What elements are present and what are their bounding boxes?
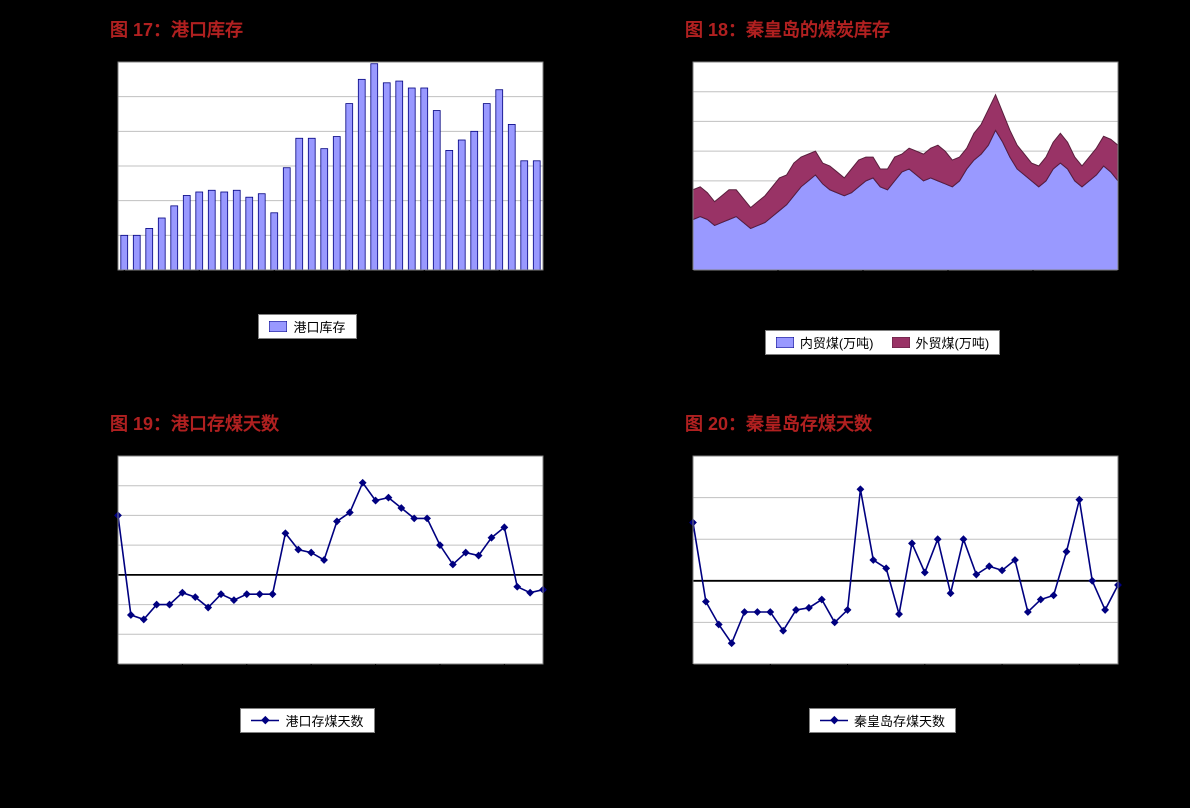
svg-text:1100: 1100 xyxy=(83,158,111,173)
legend-swatch-icon xyxy=(269,321,287,332)
svg-text:11: 11 xyxy=(97,567,111,582)
chart-grid: 图 17：港口库存 500700900110013001500170020040… xyxy=(0,0,1190,808)
svg-text:200601: 200601 xyxy=(980,670,1023,685)
legend-c17: 港口库存 xyxy=(258,314,356,339)
svg-text:7: 7 xyxy=(1114,289,1121,304)
legend-item: 港口库存 xyxy=(269,317,345,336)
svg-text:200507: 200507 xyxy=(903,670,946,685)
svg-text:200407: 200407 xyxy=(748,670,791,685)
svg-text:700: 700 xyxy=(89,227,111,242)
legend-label: 港口库存 xyxy=(293,317,345,336)
chart-outer-c20: 5 7 9 11 13 15 200401 200407 200501 200507 200601 2… xyxy=(605,444,1160,788)
svg-text:400: 400 xyxy=(664,143,686,158)
svg-text:2006-5-: 2006-5- xyxy=(1010,274,1055,289)
legend-swatch-icon xyxy=(892,337,910,348)
legend-c18: 内贸煤(万吨) 外贸煤(万吨) xyxy=(765,330,1000,355)
svg-text:900: 900 xyxy=(89,193,111,208)
svg-text:100: 100 xyxy=(664,232,686,247)
svg-text:200501: 200501 xyxy=(825,670,868,685)
legend-line-marker-icon xyxy=(251,715,279,726)
svg-text:200607: 200607 xyxy=(482,670,525,685)
svg-text:200501: 200501 xyxy=(252,276,295,291)
svg-text:200411: 200411 xyxy=(225,670,267,685)
svg-text:200607: 200607 xyxy=(477,276,520,291)
svg-text:200601: 200601 xyxy=(402,276,445,291)
svg-text:9: 9 xyxy=(678,573,685,588)
chart-title-c20: 图 20：秦皇岛存煤天数 xyxy=(605,404,1160,444)
panel-c18: 图 18：秦皇岛的煤炭库存 01002003004005006007002004… xyxy=(605,10,1160,394)
svg-text:13: 13 xyxy=(96,537,110,552)
svg-text:200504: 200504 xyxy=(289,670,332,685)
svg-text:200401: 200401 xyxy=(671,670,714,685)
legend-label: 秦皇岛存煤天数 xyxy=(854,711,945,730)
svg-text:17: 17 xyxy=(96,478,110,493)
svg-text:500: 500 xyxy=(664,113,686,128)
chart-title-c19: 图 19：港口存煤天数 xyxy=(30,404,585,444)
svg-text:28: 28 xyxy=(855,289,869,304)
svg-text:200401: 200401 xyxy=(102,276,145,291)
bar-chart-c17: 500 700 900 1100 1300 1500 1700 200401 200407 200… xyxy=(63,50,553,310)
svg-text:200401: 200401 xyxy=(96,670,139,685)
svg-text:200607: 200607 xyxy=(1057,670,1100,685)
svg-text:200: 200 xyxy=(664,203,686,218)
chart-title-c17: 图 17：港口库存 xyxy=(30,10,585,50)
legend-item: 外贸煤(万吨) xyxy=(892,333,990,352)
svg-text:600: 600 xyxy=(664,84,686,99)
svg-text:15: 15 xyxy=(96,507,110,522)
svg-text:2004-1-5: 2004-1-5 xyxy=(666,274,718,289)
svg-text:200602: 200602 xyxy=(418,670,461,685)
legend-swatch-icon xyxy=(776,337,794,348)
legend-label: 内贸煤(万吨) xyxy=(800,333,874,352)
svg-text:29: 29 xyxy=(770,289,784,304)
chart-outer-c18: 01002003004005006007002004-1-52004-9-292… xyxy=(605,50,1160,394)
legend-item: 港口存煤天数 xyxy=(251,711,363,730)
legend-item: 内贸煤(万吨) xyxy=(776,333,874,352)
svg-text:200507: 200507 xyxy=(327,276,370,291)
svg-text:2004-9-: 2004-9- xyxy=(755,274,800,289)
svg-text:2006-10-: 2006-10- xyxy=(1091,274,1127,289)
svg-text:7: 7 xyxy=(678,614,685,629)
svg-text:5: 5 xyxy=(103,656,110,671)
svg-text:700: 700 xyxy=(664,54,686,69)
svg-text:200407: 200407 xyxy=(177,276,220,291)
svg-text:1700: 1700 xyxy=(82,54,111,69)
chart-outer-c19: 5 7 9 11 13 15 17 19 200401 200406 200411 200504 200… xyxy=(30,444,585,788)
legend-label: 外贸煤(万吨) xyxy=(916,333,990,352)
legend-line-marker-icon xyxy=(820,715,848,726)
svg-text:2005-6-: 2005-6- xyxy=(840,274,885,289)
svg-text:9: 9 xyxy=(103,597,110,612)
svg-text:19: 19 xyxy=(96,448,110,463)
chart-outer-c17: 500 700 900 1100 1300 1500 1700 200401 200407 200… xyxy=(30,50,585,394)
svg-text:15: 15 xyxy=(671,448,685,463)
panel-c20: 图 20：秦皇岛存煤天数 5 7 9 11 13 15 200401 200407 200501… xyxy=(605,404,1160,788)
svg-text:1300: 1300 xyxy=(82,123,111,138)
svg-text:500: 500 xyxy=(89,262,111,277)
svg-text:2005-11-: 2005-11- xyxy=(922,274,973,289)
legend-label: 港口存煤天数 xyxy=(285,711,363,730)
line-chart-c19: 5 7 9 11 13 15 17 19 200401 200406 200411 200504 200… xyxy=(63,444,553,704)
svg-text:11: 11 xyxy=(672,531,686,546)
svg-text:1500: 1500 xyxy=(82,89,111,104)
svg-text:14: 14 xyxy=(1025,289,1039,304)
panel-c19: 图 19：港口存煤天数 5 7 9 11 13 15 17 19 200401 200406 200… xyxy=(30,404,585,788)
svg-text:200406: 200406 xyxy=(160,670,203,685)
svg-text:300: 300 xyxy=(664,173,686,188)
panel-c17: 图 17：港口库存 500 700 900 1100 1300 1500 1700 20040… xyxy=(30,10,585,394)
line-chart-c20: 5 7 9 11 13 15 200401 200407 200501 200507 200601 2… xyxy=(638,444,1128,704)
svg-text:24: 24 xyxy=(940,289,954,304)
legend-c19: 港口存煤天数 xyxy=(240,708,374,733)
chart-title-c18: 图 18：秦皇岛的煤炭库存 xyxy=(605,10,1160,50)
svg-text:13: 13 xyxy=(671,490,685,505)
svg-text:200509: 200509 xyxy=(353,670,396,685)
legend-c20: 秦皇岛存煤天数 xyxy=(809,708,956,733)
svg-text:7: 7 xyxy=(103,626,110,641)
svg-text:5: 5 xyxy=(678,656,685,671)
area-chart-c18: 01002003004005006007002004-1-52004-9-292… xyxy=(638,50,1128,326)
legend-item: 秦皇岛存煤天数 xyxy=(820,711,945,730)
